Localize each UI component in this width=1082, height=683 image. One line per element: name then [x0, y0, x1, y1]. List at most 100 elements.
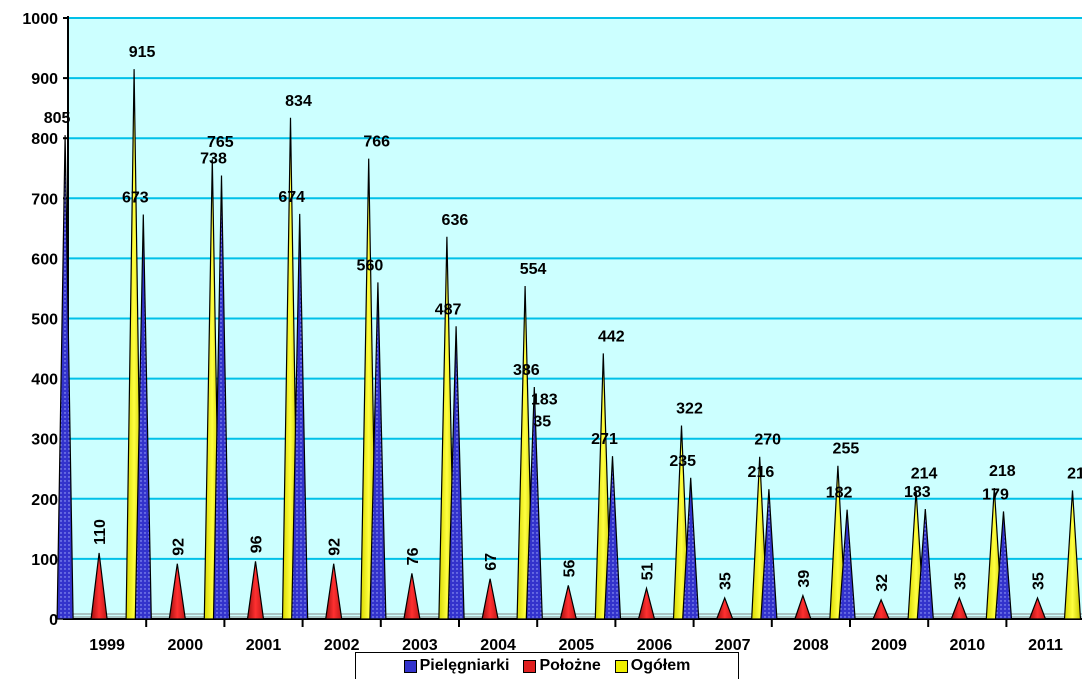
bar-pielegniarki — [994, 511, 1013, 620]
y-tick-label: 1000 — [22, 11, 58, 28]
data-label-ogolem: 270 — [754, 432, 781, 449]
bar-pielegniarki — [916, 508, 934, 620]
bar-ogolem — [1063, 490, 1082, 620]
bar-polozne — [481, 578, 499, 620]
bar-polozne — [90, 552, 108, 620]
x-tick-label: 2006 — [637, 637, 673, 654]
data-label-pielegniarki: 179 — [982, 486, 1009, 503]
data-label-ogolem: 636 — [442, 212, 469, 229]
data-label-polozne: 32 — [874, 574, 891, 592]
bar-polozne — [950, 596, 969, 620]
legend-swatch-pielegniarki — [403, 659, 417, 673]
legend-swatch-ogolem — [614, 659, 628, 673]
y-tick-label: 600 — [31, 251, 58, 268]
bar-polozne — [168, 563, 186, 620]
data-label-pielegniarki: 487 — [435, 301, 462, 318]
data-label-pielegniarki: 182 — [826, 485, 853, 502]
bar-polozne — [637, 585, 656, 620]
legend-swatch-polozne — [523, 659, 537, 673]
data-label-pielegniarki: 673 — [122, 190, 149, 207]
data-label-pielegniarki: 738 — [200, 150, 227, 167]
x-tick-label: 2010 — [950, 637, 986, 654]
bar-polozne — [403, 573, 421, 620]
bar-pielegniarki — [447, 326, 465, 620]
bar-polozne — [872, 598, 890, 620]
extra-label: 183 — [531, 391, 558, 408]
y-tick-label: 300 — [31, 432, 58, 449]
legend-item-polozne: Położne — [523, 657, 601, 675]
bar-pielegniarki — [760, 489, 778, 620]
bar-polozne — [794, 593, 812, 620]
data-label-pielegniarki: 235 — [669, 453, 696, 470]
data-label-polozne: 35 — [952, 572, 969, 590]
data-label-pielegniarki: 386 — [513, 362, 540, 379]
x-tick-label: 2004 — [480, 637, 516, 654]
data-label-ogolem: 765 — [207, 134, 234, 151]
data-label-pielegniarki: 805 — [44, 110, 71, 127]
data-label-polozne: 92 — [170, 538, 187, 556]
data-label-polozne: 76 — [405, 547, 422, 565]
bar-pielegniarki — [603, 456, 622, 620]
data-label-polozne: 35 — [718, 572, 735, 590]
bar-pielegniarki — [369, 282, 387, 620]
x-tick-label: 2011 — [1028, 637, 1063, 654]
x-tick-label: 2002 — [324, 637, 360, 654]
data-label-polozne: 56 — [561, 559, 578, 577]
bar-pielegniarki — [134, 214, 152, 620]
data-label-pielegniarki: 560 — [357, 257, 384, 274]
y-tick-label: 900 — [31, 71, 58, 88]
x-tick-label: 2005 — [559, 637, 595, 654]
legend: Pielęgniarki Położne Ogółem — [355, 652, 739, 679]
x-tick-label: 2003 — [402, 637, 438, 654]
legend-item-ogolem: Ogółem — [614, 657, 691, 675]
x-tick-label: 2000 — [168, 637, 204, 654]
bar-pielegniarki — [838, 509, 856, 620]
x-tick-label: 2008 — [793, 637, 829, 654]
y-tick-label: 0 — [49, 612, 58, 629]
bar-polozne — [559, 585, 578, 620]
legend-label-pielegniarki: Pielęgniarki — [419, 657, 510, 674]
data-label-polozne: 39 — [796, 570, 813, 588]
y-tick-label: 500 — [31, 312, 58, 329]
data-label-ogolem: 218 — [989, 463, 1016, 480]
data-label-pielegniarki: 183 — [904, 484, 931, 501]
data-label-polozne: 110 — [92, 519, 109, 545]
data-label-ogolem: 442 — [598, 328, 625, 345]
legend-label-polozne: Położne — [539, 657, 601, 674]
data-label-ogolem: 322 — [676, 400, 703, 417]
data-label-polozne: 35 — [1031, 572, 1048, 590]
y-tick-label: 700 — [31, 191, 58, 208]
bar-pielegniarki — [291, 213, 309, 620]
bar-polozne — [246, 561, 265, 620]
y-tick-label: 800 — [31, 131, 58, 148]
extra-label: 35 — [533, 414, 551, 431]
x-tick-label: 1999 — [89, 637, 125, 654]
y-tick-label: 200 — [31, 492, 58, 509]
bar-polozne — [1028, 596, 1047, 620]
legend-label-ogolem: Ogółem — [630, 657, 691, 674]
legend-item-pielegniarki: Pielęgniarki — [403, 657, 510, 675]
y-tick-label: 400 — [31, 372, 58, 389]
x-tick-label: 2009 — [871, 637, 907, 654]
data-label-ogolem: 766 — [363, 134, 390, 151]
bar-pielegniarki — [212, 175, 231, 620]
data-label-ogolem: 214 — [911, 465, 938, 482]
data-label-pielegniarki: 271 — [591, 431, 618, 448]
data-label-polozne: 96 — [249, 535, 266, 553]
y-tick-label: 100 — [31, 552, 58, 569]
bar-polozne — [715, 596, 734, 620]
data-label-ogolem: 255 — [833, 441, 860, 458]
data-label-ogolem: 915 — [129, 44, 156, 61]
data-label-ogolem: 554 — [520, 261, 547, 278]
data-label-polozne: 51 — [640, 562, 657, 580]
x-tick-label: 2001 — [246, 637, 282, 654]
data-label-polozne: 92 — [327, 538, 344, 556]
bar-polozne — [325, 563, 343, 620]
bar-pielegniarki — [525, 386, 543, 620]
data-label-ogolem: 214 — [1067, 465, 1082, 482]
x-tick-label: 2007 — [715, 637, 751, 654]
data-label-ogolem: 834 — [285, 93, 312, 110]
data-label-pielegniarki: 674 — [278, 189, 305, 206]
